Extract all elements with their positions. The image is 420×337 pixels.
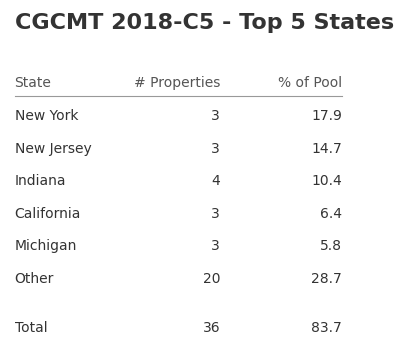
Text: 6.4: 6.4: [320, 207, 342, 221]
Text: 28.7: 28.7: [311, 272, 342, 286]
Text: 14.7: 14.7: [311, 142, 342, 156]
Text: Michigan: Michigan: [15, 240, 77, 253]
Text: 83.7: 83.7: [311, 321, 342, 335]
Text: 3: 3: [211, 207, 220, 221]
Text: 10.4: 10.4: [311, 175, 342, 188]
Text: 20: 20: [202, 272, 220, 286]
Text: 5.8: 5.8: [320, 240, 342, 253]
Text: CGCMT 2018-C5 - Top 5 States: CGCMT 2018-C5 - Top 5 States: [15, 13, 394, 33]
Text: 4: 4: [211, 175, 220, 188]
Text: 3: 3: [211, 110, 220, 123]
Text: Other: Other: [15, 272, 54, 286]
Text: New Jersey: New Jersey: [15, 142, 92, 156]
Text: Total: Total: [15, 321, 47, 335]
Text: State: State: [15, 76, 52, 90]
Text: % of Pool: % of Pool: [278, 76, 342, 90]
Text: # Properties: # Properties: [134, 76, 220, 90]
Text: 3: 3: [211, 240, 220, 253]
Text: 36: 36: [202, 321, 220, 335]
Text: 3: 3: [211, 142, 220, 156]
Text: New York: New York: [15, 110, 78, 123]
Text: Indiana: Indiana: [15, 175, 66, 188]
Text: California: California: [15, 207, 81, 221]
Text: 17.9: 17.9: [311, 110, 342, 123]
